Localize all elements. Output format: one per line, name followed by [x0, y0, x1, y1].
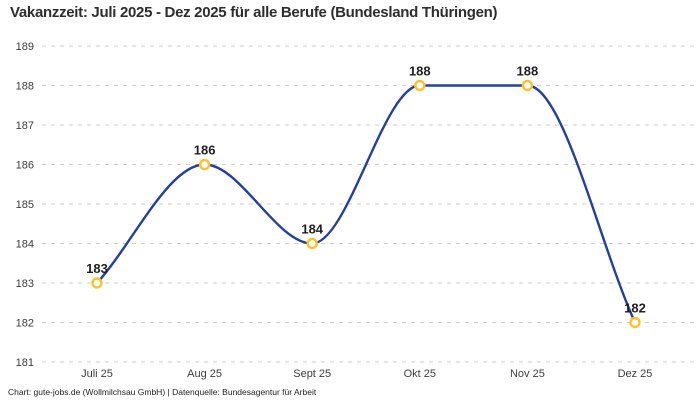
- x-tick-label-1: Juli 25: [81, 368, 113, 380]
- data-point-label-Nov 25: 188: [517, 64, 539, 79]
- x-tick-label-6: Dez 25: [618, 368, 653, 380]
- x-tick-label-4: Okt 25: [404, 368, 436, 380]
- data-point-marker-Dez 25[interactable]: [629, 316, 641, 329]
- data-point-marker-Sept 25[interactable]: [306, 237, 318, 250]
- data-point-marker-Juli 25[interactable]: [91, 277, 103, 289]
- y-tick-label-183: 183: [16, 278, 34, 290]
- x-tick-label-2: Aug 25: [187, 368, 222, 380]
- chart-source-footer: Chart: gute-jobs.de (Wollmilchsau GmbH) …: [8, 387, 317, 397]
- data-point-label-Sept 25: 184: [301, 222, 323, 237]
- y-tick-label-184: 184: [16, 239, 34, 251]
- y-tick-label-187: 187: [16, 120, 34, 132]
- y-tick-label-185: 185: [16, 199, 34, 211]
- data-point-label-Aug 25: 186: [194, 143, 216, 158]
- data-point-marker-Aug 25[interactable]: [198, 158, 211, 171]
- chart-title: Vakanzzeit: Juli 2025 - Dez 2025 für all…: [10, 4, 498, 21]
- data-point-label-Dez 25: 182: [624, 301, 646, 316]
- data-point-label-Okt 25: 188: [409, 64, 431, 79]
- y-tick-label-186: 186: [16, 160, 34, 172]
- x-tick-label-5: Nov 25: [510, 368, 545, 380]
- y-tick-label-182: 182: [16, 318, 34, 330]
- y-tick-label-188: 188: [16, 81, 34, 93]
- y-tick-label-181: 181: [16, 357, 34, 369]
- y-tick-label-189: 189: [16, 41, 34, 53]
- series-line: [95, 84, 637, 324]
- data-point-marker-Nov 25[interactable]: [521, 79, 534, 92]
- data-point-marker-Okt 25[interactable]: [414, 79, 426, 92]
- x-tick-label-3: Sept 25: [293, 368, 331, 380]
- data-point-label-Juli 25: 183: [86, 261, 108, 276]
